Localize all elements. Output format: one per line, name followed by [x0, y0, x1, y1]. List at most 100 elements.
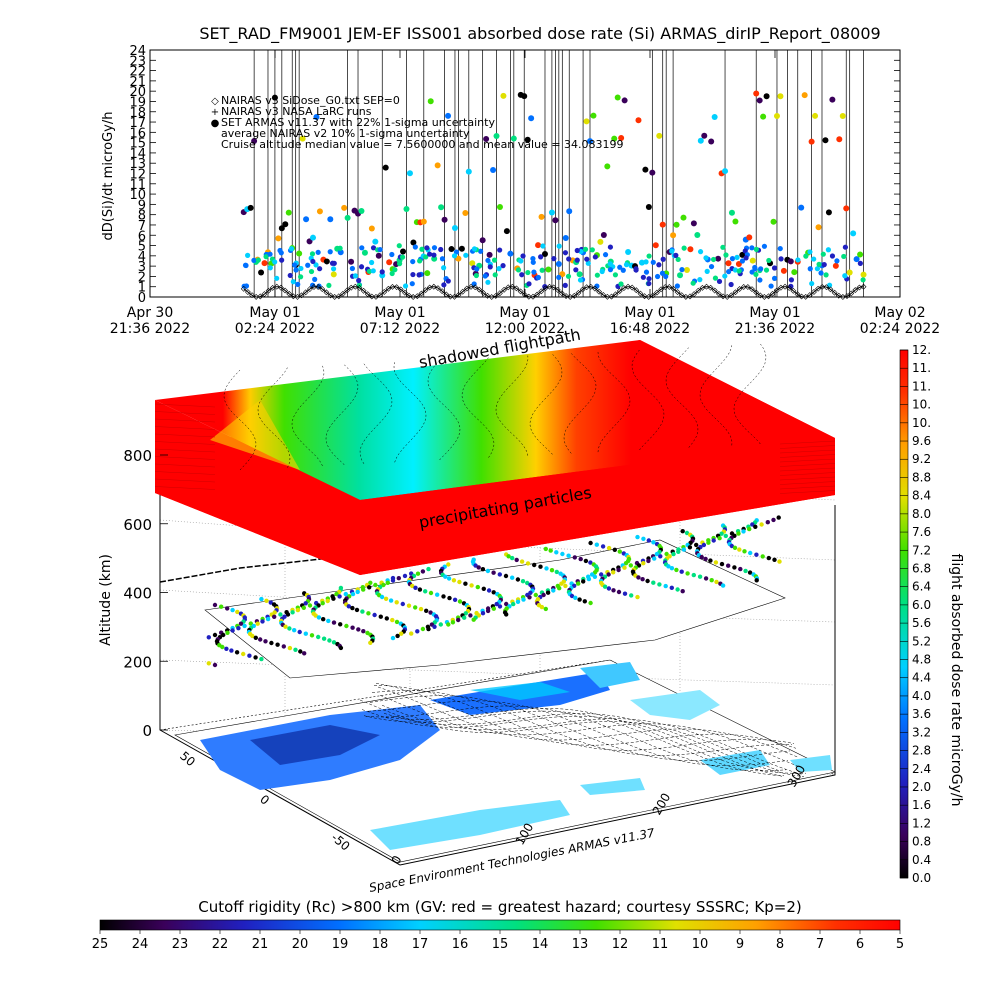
orbit-track-dot [657, 582, 662, 587]
orbit-track-dot [719, 561, 725, 567]
armas-point [519, 272, 525, 278]
slab-track-lines [223, 343, 767, 471]
armas-point [656, 132, 663, 139]
armas-point [562, 234, 569, 241]
armas-point [441, 265, 447, 271]
box-edge [159, 455, 836, 866]
slab-layer-line [779, 485, 836, 490]
orbit-track-dot [554, 550, 559, 555]
armas-points [240, 90, 867, 290]
armas-point [770, 218, 777, 225]
orbit-track-dot [747, 526, 752, 532]
orbit-track-dot [450, 620, 456, 625]
x-tick-label-time: 02:24 2022 [235, 321, 315, 337]
armas-point [846, 269, 853, 276]
orbit-track-dot [533, 592, 538, 598]
slab-layer-line [779, 449, 836, 454]
orbit-track-dot [385, 580, 390, 585]
armas-point [620, 267, 626, 273]
orbit-track-dot [741, 529, 746, 534]
armas-point [299, 135, 306, 142]
nairas-model-marker [306, 286, 313, 292]
armas-point [574, 257, 580, 263]
orbit-track-dot [307, 603, 313, 608]
armas-point [359, 245, 365, 251]
armas-point [646, 276, 652, 282]
slab-layer-line [154, 418, 216, 423]
orbit-track-dot [313, 613, 318, 618]
nairas-model-marker [806, 292, 813, 299]
y-tick-label: 2 [138, 270, 146, 285]
orbit-track-dot [635, 594, 640, 600]
orbit-track-dot [554, 569, 559, 575]
armas-point [722, 273, 728, 279]
orbit-track-dot [748, 550, 753, 556]
armas-point [585, 260, 591, 266]
armas-point [825, 209, 832, 216]
orbit-track-dot [511, 601, 516, 607]
orbit-track-dot [514, 557, 519, 563]
armas-point [860, 277, 866, 283]
ground-track-line [385, 708, 807, 774]
nairas-model-marker [620, 285, 627, 291]
armas-point [677, 272, 684, 279]
ground-track-line [363, 710, 785, 777]
armas-point [675, 256, 681, 263]
orbit-track-dot [486, 588, 492, 593]
armas-point [711, 114, 718, 121]
armas-point [441, 282, 447, 288]
ground-track-line [367, 700, 789, 767]
armas-point [448, 246, 455, 253]
nairas-model-marker [765, 293, 772, 300]
orbit-track-dot [504, 601, 509, 607]
dose-colorbar-tick-label: 0.0 [912, 871, 931, 885]
orbit-track-dot [469, 583, 474, 588]
armas-point [500, 92, 507, 99]
armas-point [732, 218, 739, 225]
armas-point [757, 277, 763, 283]
orbit-track-dot [346, 604, 351, 609]
armas-point [545, 266, 552, 273]
y-tick-label: 6 [138, 229, 146, 244]
armas-point [749, 257, 756, 264]
y-tick-label: 7 [138, 219, 146, 234]
y-tick-label: 24 [129, 44, 146, 59]
armas-point [263, 254, 269, 260]
armas-point [814, 266, 821, 272]
orbit-track-dot [241, 651, 246, 657]
nairas-model-marker [385, 285, 392, 292]
orbit-track-dot [592, 574, 598, 579]
slab-layer-line [154, 486, 216, 490]
armas-point [649, 169, 656, 176]
nairas-model-marker [732, 289, 739, 296]
armas-point [680, 214, 687, 221]
y-tick-label: 8 [138, 209, 146, 224]
rigidity-colorbar-tick-label: 22 [212, 937, 229, 952]
armas-point [656, 262, 662, 268]
legend-entry: NAIRAS v3 NASA LaRC runs [221, 105, 372, 118]
armas-point [640, 274, 646, 280]
armas-point [245, 252, 251, 258]
orbit-track-dot [494, 601, 499, 607]
orbit-track-dot [602, 584, 608, 589]
armas-point [562, 250, 569, 256]
orbit-track-dot [206, 635, 211, 640]
armas-point [646, 253, 652, 259]
armas-point [822, 137, 829, 144]
orbit-track-dot [549, 568, 555, 573]
nairas-model-marker [302, 289, 309, 296]
armas-point [728, 281, 734, 288]
armas-point [503, 228, 510, 235]
slab-track-line [529, 354, 563, 455]
orbit-track-dot [326, 618, 331, 624]
nairas-model-marker [517, 288, 524, 295]
armas-point [704, 268, 710, 274]
nairas-model-marker [691, 291, 698, 297]
armas-point [500, 263, 506, 269]
armas-point [358, 264, 365, 270]
orbit-track-dot [623, 561, 629, 566]
nairas-model-marker [815, 285, 822, 292]
nairas-model-marker [294, 294, 301, 300]
nairas-model-marker [430, 283, 437, 290]
nairas-model-marker [802, 293, 809, 300]
